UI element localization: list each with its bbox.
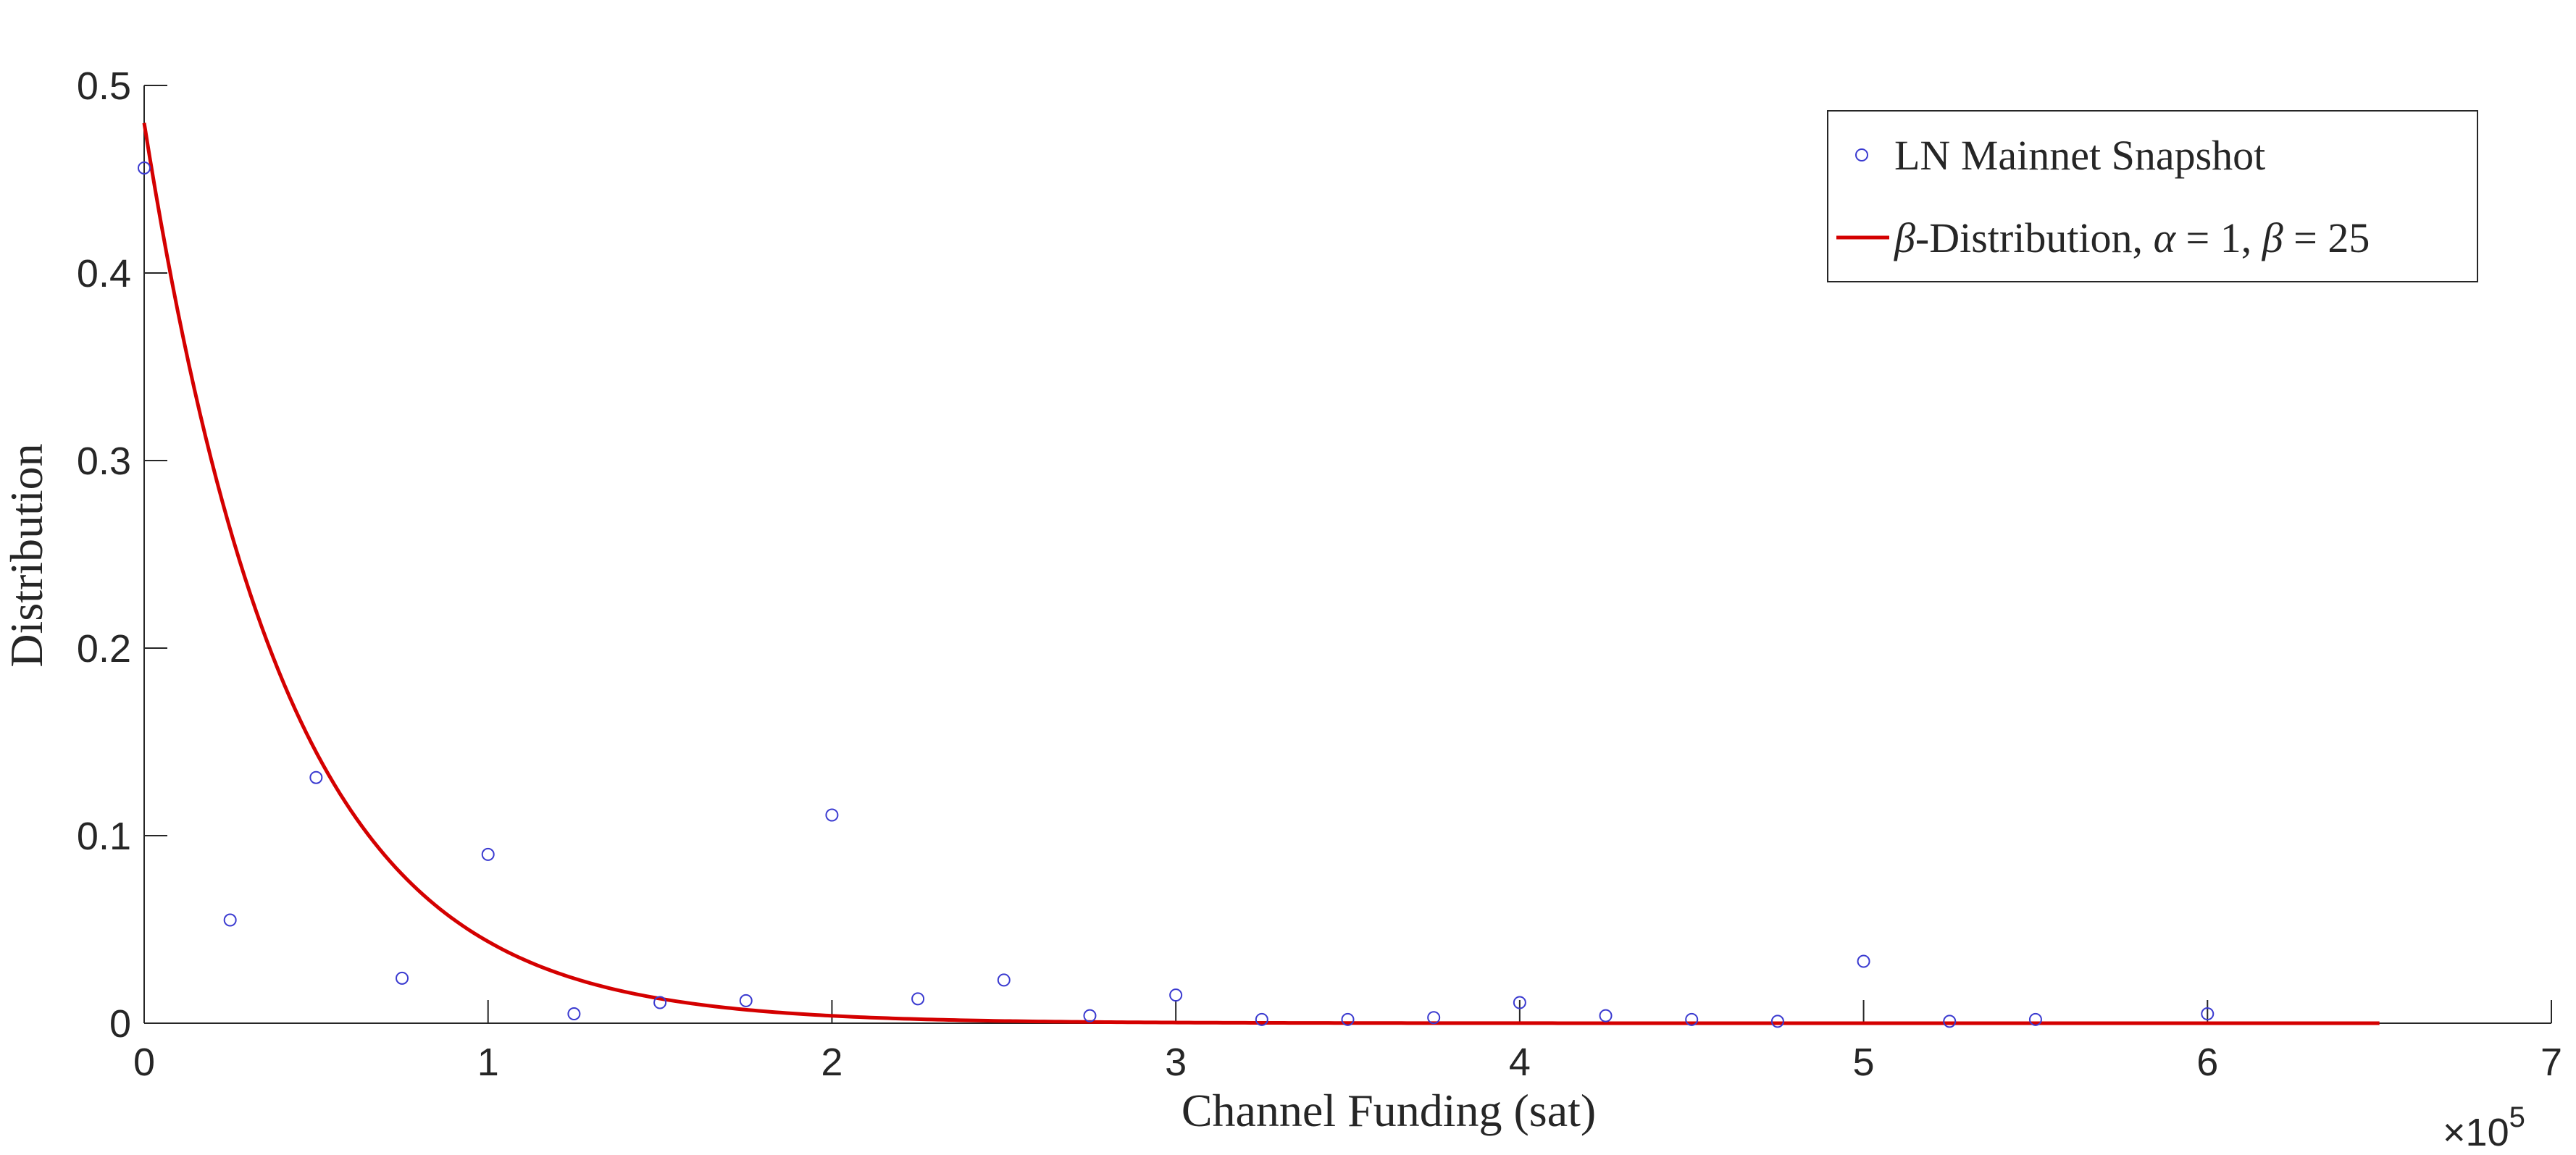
data-point — [1169, 988, 1183, 1002]
x-tick-label: 6 — [2196, 1041, 2218, 1084]
x-tick-label: 2 — [821, 1041, 842, 1084]
data-point — [911, 992, 925, 1006]
legend: LN Mainnet Snapshot β-Distribution, α = … — [1827, 110, 2478, 282]
legend-marker-snapshot — [1855, 148, 1868, 161]
data-point — [1770, 1015, 1784, 1028]
axes: 0 1 2 3 4 5 6 7 0 0.1 0.2 0.3 0.4 0.5 — [77, 64, 2562, 1084]
y-axis-label: Distribution — [1, 443, 52, 667]
data-point — [481, 847, 495, 861]
legend-box — [1827, 110, 2478, 282]
data-point — [1427, 1011, 1441, 1025]
data-point — [2028, 1012, 2042, 1026]
data-point — [309, 770, 323, 784]
data-point — [997, 973, 1011, 987]
legend-alpha-symbol: α — [2154, 214, 2177, 261]
data-point — [138, 161, 151, 175]
data-point — [739, 994, 753, 1007]
data-point — [1943, 1015, 1957, 1028]
legend-text-part2: = 1, — [2175, 214, 2262, 261]
y-tick-label: 0.5 — [77, 64, 131, 108]
data-point — [223, 913, 237, 927]
legend-text-part3: = 25 — [2283, 214, 2370, 261]
legend-label-beta: β-Distribution, α = 1, β = 25 — [1894, 214, 2370, 261]
y-tick-label: 0 — [109, 1002, 131, 1046]
data-point — [1857, 954, 1870, 968]
beta-distribution-curve — [142, 122, 2380, 1025]
x-tick-label: 5 — [1853, 1041, 1875, 1084]
data-point — [1513, 996, 1526, 1009]
x-tick-label: 0 — [133, 1041, 155, 1084]
y-tick-label: 0.3 — [77, 440, 131, 483]
legend-label-snapshot: LN Mainnet Snapshot — [1894, 132, 2265, 179]
x-tick-label: 7 — [2541, 1041, 2562, 1084]
x-exponent-power: 5 — [2509, 1101, 2525, 1133]
curve-layer — [142, 122, 2380, 1025]
y-tick-label: 0.2 — [77, 627, 131, 671]
data-point — [1341, 1012, 1355, 1026]
data-point — [1685, 1012, 1699, 1026]
data-point — [2201, 1007, 2215, 1021]
y-tick-label: 0.1 — [77, 815, 131, 858]
data-point — [396, 971, 409, 985]
data-point — [1083, 1009, 1097, 1022]
x-tick-label: 3 — [1165, 1041, 1187, 1084]
data-point — [1255, 1012, 1268, 1026]
x-tick-label: 1 — [477, 1041, 499, 1084]
data-point — [567, 1007, 581, 1021]
x-tick-label: 4 — [1509, 1041, 1531, 1084]
legend-beta-symbol-2: β — [2262, 214, 2283, 261]
x-exponent-label: ×105 — [2443, 1101, 2525, 1151]
x-axis-label: Channel Funding (sat) — [1182, 1085, 1596, 1136]
data-point — [1599, 1009, 1613, 1022]
legend-text-part1: -Distribution, — [1915, 214, 2154, 261]
data-point — [653, 996, 667, 1009]
points-layer — [138, 161, 2215, 1028]
legend-beta-symbol: β — [1894, 214, 1915, 261]
y-tick-label: 0.4 — [77, 252, 131, 295]
data-point — [825, 808, 839, 822]
x-exponent-base: ×10 — [2443, 1111, 2509, 1151]
